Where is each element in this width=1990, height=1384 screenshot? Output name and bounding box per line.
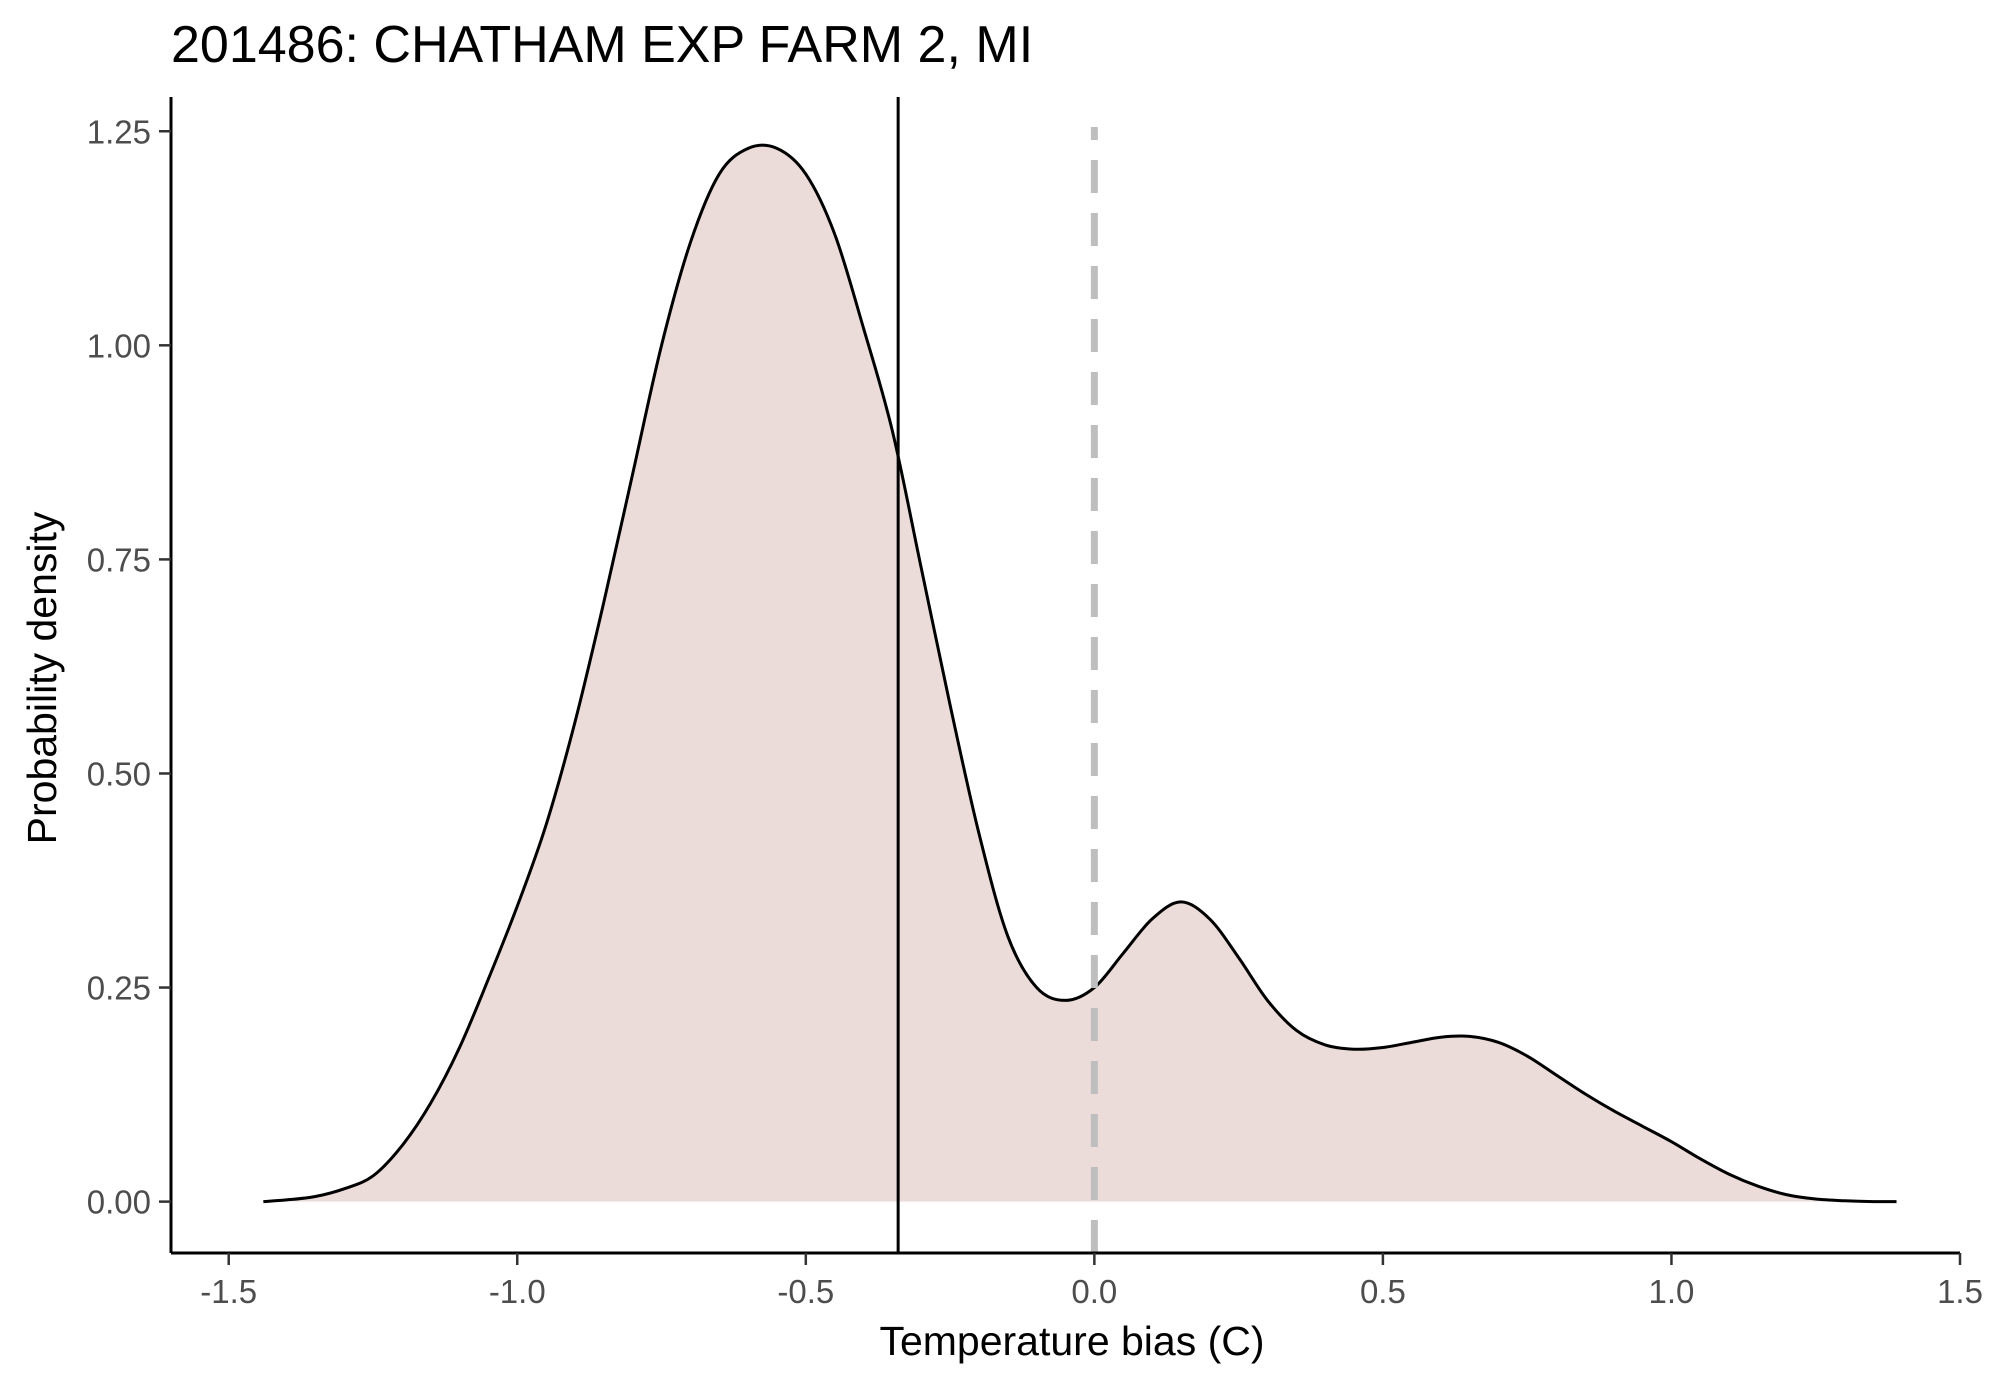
x-ticks: -1.5 -1.0 -0.5 0.0 0.5 1.0 1.5 <box>200 1253 1983 1310</box>
plot-area <box>263 143 1897 1204</box>
x-tick-label: -1.0 <box>489 1273 546 1310</box>
y-ticks: 0.00 0.25 0.50 0.75 1.00 1.25 <box>87 113 171 1221</box>
axes: -1.5 -1.0 -0.5 0.0 0.5 1.0 1.5 0.00 0.25 0.50 0.7… <box>87 97 1983 1310</box>
x-tick-label: -0.5 <box>777 1273 834 1310</box>
x-tick-label: 0.5 <box>1360 1273 1406 1310</box>
reference-lines <box>896 97 1098 1253</box>
density-area <box>263 145 1897 1202</box>
y-tick-label: 0.75 <box>87 541 151 578</box>
y-tick-label: 1.00 <box>87 327 151 364</box>
y-tick-label: 0.25 <box>87 970 151 1007</box>
y-tick-label: 1.25 <box>87 113 151 150</box>
y-axis-title: Probability density <box>19 511 65 844</box>
x-tick-label: 0.0 <box>1071 1273 1117 1310</box>
x-tick-label: 1.5 <box>1937 1273 1983 1310</box>
chart-title: 201486: CHATHAM EXP FARM 2, MI <box>171 16 1033 74</box>
x-tick-label: 1.0 <box>1649 1273 1695 1310</box>
y-tick-label: 0.00 <box>87 1184 151 1221</box>
x-axis-title: Temperature bias (C) <box>879 1318 1264 1364</box>
x-tick-label: -1.5 <box>200 1273 257 1310</box>
density-curve <box>263 143 1897 1204</box>
y-tick-label: 0.50 <box>87 755 151 792</box>
